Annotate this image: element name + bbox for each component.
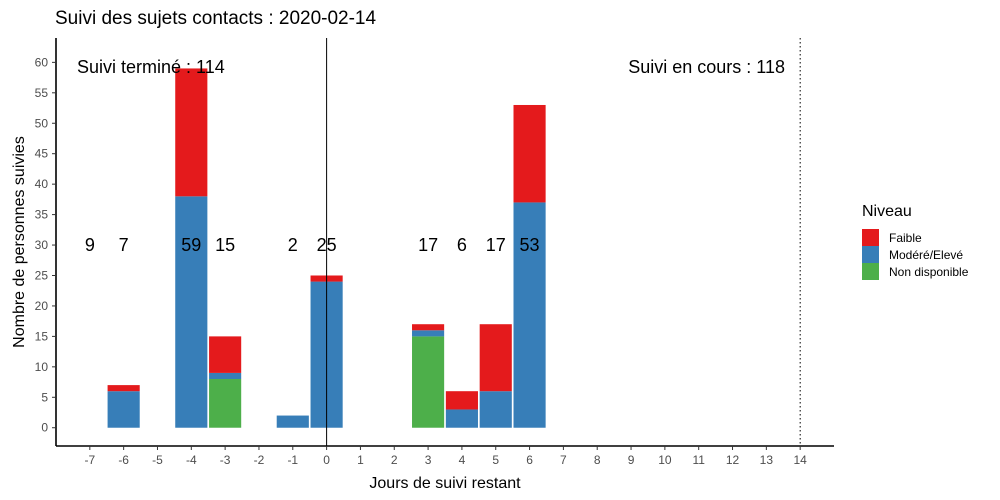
bar-modere-eleve-x5: [479, 391, 512, 428]
bar-modere-eleve-x-3: [209, 372, 242, 380]
x-tick-label-4: 4: [459, 453, 466, 467]
count-label-x-3: 15: [215, 235, 235, 255]
y-tick-label-15: 15: [35, 329, 49, 343]
legend: Niveau Faible Modéré/Elevé Non disponibl…: [862, 203, 968, 280]
count-label-x-7: 9: [85, 235, 95, 255]
x-tick-label--6: -6: [118, 453, 129, 467]
legend-swatch-non-disponible: [862, 263, 879, 280]
legend-label-non-disponible: Non disponible: [889, 264, 969, 279]
count-label-x5: 17: [486, 235, 506, 255]
bar-faible-x-6: [107, 385, 140, 392]
count-label-x4: 6: [457, 235, 467, 255]
annotation-suivi-termine: Suivi terminé : 114: [77, 57, 225, 77]
legend-label-faible: Faible: [889, 230, 922, 245]
x-tick-label-2: 2: [391, 453, 398, 467]
x-tick-label-10: 10: [658, 453, 672, 467]
count-label-x0: 25: [317, 235, 337, 255]
x-tick-label-12: 12: [726, 453, 740, 467]
y-tick-label-25: 25: [35, 268, 49, 282]
bar-non-disponible-x3: [412, 336, 445, 428]
bar-modere-eleve-x4: [445, 409, 478, 428]
x-axis-label: Jours de suivi restant: [369, 475, 521, 492]
x-tick-label--4: -4: [186, 453, 197, 467]
bar-modere-eleve-x-4: [175, 196, 208, 428]
x-tick-label-9: 9: [628, 453, 635, 467]
bar-faible-x-3: [209, 336, 242, 373]
y-tick-label-45: 45: [35, 147, 49, 161]
y-tick-label-35: 35: [35, 208, 49, 222]
x-tick-label--1: -1: [287, 453, 298, 467]
legend-item-modere-eleve: Modéré/Elevé: [862, 246, 968, 263]
x-tick-label-3: 3: [425, 453, 432, 467]
y-tick-label-55: 55: [35, 86, 49, 100]
bar-faible-x-4: [175, 68, 208, 197]
y-tick-label-60: 60: [35, 55, 49, 69]
x-tick-label-8: 8: [594, 453, 601, 467]
y-tick-label-10: 10: [35, 360, 49, 374]
x-tick-label-14: 14: [793, 453, 807, 467]
bar-faible-x4: [445, 391, 478, 410]
count-label-x-4: 59: [181, 235, 201, 255]
bar-faible-x5: [479, 324, 512, 392]
x-tick-label-6: 6: [526, 453, 533, 467]
x-tick-label-1: 1: [357, 453, 364, 467]
bar-modere-eleve-x-6: [107, 391, 140, 428]
count-label-x-6: 7: [119, 235, 129, 255]
x-tick-label--3: -3: [220, 453, 231, 467]
legend-item-non-disponible: Non disponible: [862, 263, 968, 280]
legend-swatch-faible: [862, 229, 879, 246]
legend-title: Niveau: [862, 203, 912, 220]
x-tick-label--2: -2: [254, 453, 265, 467]
y-tick-label-50: 50: [35, 116, 49, 130]
x-tick-label-5: 5: [492, 453, 499, 467]
bar-modere-eleve-x6: [513, 202, 546, 428]
count-label-x-1: 2: [288, 235, 298, 255]
bar-modere-eleve-x-1: [276, 415, 309, 428]
y-tick-label-40: 40: [35, 177, 49, 191]
x-tick-label--5: -5: [152, 453, 163, 467]
x-tick-label-0: 0: [323, 453, 330, 467]
x-tick-label-13: 13: [760, 453, 774, 467]
annotation-suivi-en-cours: Suivi en cours : 118: [628, 57, 785, 77]
legend-swatch-modere-eleve: [862, 246, 879, 263]
bar-modere-eleve-x3: [412, 330, 445, 337]
x-tick-label--7: -7: [84, 453, 95, 467]
y-tick-label-30: 30: [35, 238, 49, 252]
count-label-x6: 53: [520, 235, 540, 255]
bar-faible-x6: [513, 104, 546, 203]
legend-label-modere-eleve: Modéré/Elevé: [889, 247, 964, 262]
y-tick-label-20: 20: [35, 299, 49, 313]
x-tick-label-7: 7: [560, 453, 567, 467]
bar-non-disponible-x-3: [209, 379, 242, 428]
bar-faible-x3: [412, 324, 445, 331]
chart-title: Suivi des sujets contacts : 2020-02-14: [55, 8, 377, 29]
x-tick-label-11: 11: [692, 453, 705, 467]
y-tick-label-0: 0: [41, 421, 48, 435]
count-label-x3: 17: [418, 235, 438, 255]
legend-item-faible: Faible: [862, 229, 968, 246]
y-tick-label-5: 5: [41, 390, 48, 404]
y-axis-label: Nombre de personnes suivies: [11, 136, 28, 348]
